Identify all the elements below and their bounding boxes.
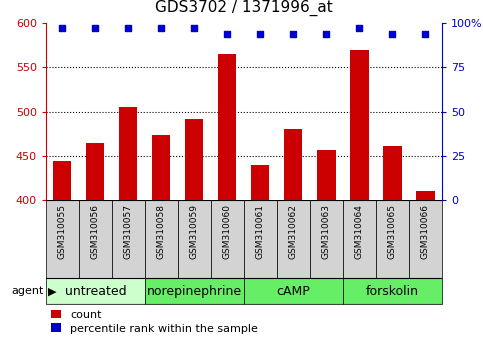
Text: agent: agent (11, 286, 43, 296)
Text: GSM310056: GSM310056 (91, 204, 100, 259)
Bar (277, 200, 310, 278)
Bar (79, 200, 112, 278)
Legend: count, percentile rank within the sample: count, percentile rank within the sample (52, 310, 258, 333)
Bar (185, 119, 203, 200)
Bar (145, 278, 244, 304)
Bar (178, 200, 211, 278)
Point (58, 25, 66, 31)
Text: GSM310062: GSM310062 (289, 204, 298, 259)
Bar (384, 146, 401, 200)
Point (224, 31, 231, 36)
Text: norepinephrine: norepinephrine (147, 285, 242, 298)
Bar (119, 107, 138, 200)
Bar (284, 129, 302, 200)
Point (91, 25, 99, 31)
Bar (343, 278, 442, 304)
Bar (343, 200, 376, 278)
Text: GSM310061: GSM310061 (256, 204, 265, 259)
Text: GSM310059: GSM310059 (190, 204, 199, 259)
Text: GSM310057: GSM310057 (124, 204, 133, 259)
Point (422, 31, 429, 36)
Text: ▶: ▶ (48, 286, 57, 296)
Bar (416, 191, 435, 200)
Bar (152, 135, 170, 200)
Bar (244, 278, 343, 304)
Bar (86, 143, 104, 200)
Bar (350, 50, 369, 200)
Point (355, 25, 363, 31)
Bar (112, 200, 145, 278)
Bar (244, 200, 277, 278)
Bar (317, 150, 336, 200)
Point (190, 25, 198, 31)
Point (323, 31, 330, 36)
Text: GSM310060: GSM310060 (223, 204, 232, 259)
Bar (46, 200, 79, 278)
Bar (409, 200, 442, 278)
Point (157, 25, 165, 31)
Bar (376, 200, 409, 278)
Bar (145, 200, 178, 278)
Text: GDS3702 / 1371996_at: GDS3702 / 1371996_at (155, 0, 333, 16)
Bar (211, 200, 244, 278)
Point (256, 31, 264, 36)
Bar (53, 161, 71, 200)
Text: GSM310065: GSM310065 (388, 204, 397, 259)
Text: forskolin: forskolin (366, 285, 419, 298)
Point (289, 31, 297, 36)
Bar (218, 54, 237, 200)
Text: cAMP: cAMP (277, 285, 310, 298)
Bar (310, 200, 343, 278)
Point (388, 31, 396, 36)
Bar (46, 278, 145, 304)
Text: GSM310055: GSM310055 (58, 204, 67, 259)
Text: GSM310058: GSM310058 (157, 204, 166, 259)
Text: GSM310066: GSM310066 (421, 204, 430, 259)
Text: untreated: untreated (65, 285, 126, 298)
Text: GSM310064: GSM310064 (355, 204, 364, 259)
Bar (251, 165, 270, 200)
Text: GSM310063: GSM310063 (322, 204, 331, 259)
Point (125, 25, 132, 31)
